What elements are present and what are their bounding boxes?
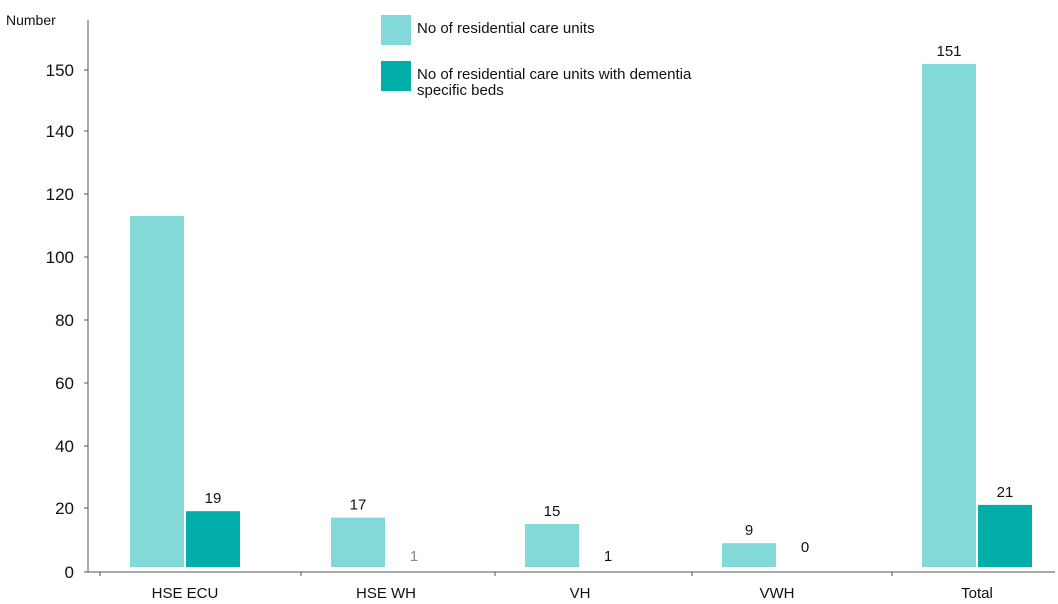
- x-tick-label: Total: [961, 585, 993, 602]
- y-tick-label: 140: [46, 122, 74, 141]
- data-label: 0: [801, 539, 809, 556]
- bar-2-hse-ecu: [186, 511, 240, 567]
- legend-swatch-series-1: [381, 15, 411, 45]
- bar-1-hse-ecu: [130, 216, 184, 568]
- y-tick-label: 40: [55, 437, 74, 456]
- legend-label-series-2: No of residential care units with dement…: [417, 66, 692, 99]
- legend-item-series-2: No of residential care units with dement…: [381, 61, 741, 103]
- legend-swatch-series-2: [381, 61, 411, 91]
- y-tick-label: 150: [46, 61, 74, 80]
- data-label: 17: [350, 497, 367, 514]
- axes: [87, 20, 1055, 573]
- y-axis-label: Number: [6, 12, 56, 28]
- bar-2-total: [978, 504, 1032, 567]
- y-tick-label: 0: [65, 563, 74, 582]
- legend-label-series-1: No of residential care units: [417, 20, 595, 37]
- y-ticks: 0 20 40 60 80 100 120 140 150: [46, 61, 88, 582]
- legend-item-series-1: No of residential care units: [381, 15, 741, 57]
- legend: No of residential care units No of resid…: [381, 15, 741, 107]
- data-label: 9: [745, 522, 753, 539]
- y-tick-label: 20: [55, 499, 74, 518]
- y-tick-label: 80: [55, 311, 74, 330]
- bar-1-hse-wh: [331, 517, 385, 567]
- x-tick-labels: HSE ECU HSE WH VH VWH Total: [99, 572, 993, 602]
- bar-1-total: [922, 63, 976, 568]
- data-label: 15: [544, 503, 561, 520]
- y-tick-label: 60: [55, 374, 74, 393]
- y-tick-label: 100: [46, 248, 74, 267]
- x-tick-label: HSE WH: [356, 585, 416, 602]
- x-tick-label: VH: [570, 585, 591, 602]
- x-tick-label: VWH: [760, 585, 795, 602]
- data-label: 21: [997, 484, 1014, 501]
- data-label: 1: [410, 548, 418, 565]
- bar-1-vh: [525, 524, 579, 567]
- data-label: 1: [604, 548, 612, 565]
- y-tick-label: 120: [46, 185, 74, 204]
- data-label: 19: [205, 490, 222, 507]
- bar-1-vwh: [722, 543, 776, 567]
- data-label: 151: [936, 43, 961, 60]
- x-tick-label: HSE ECU: [152, 585, 219, 602]
